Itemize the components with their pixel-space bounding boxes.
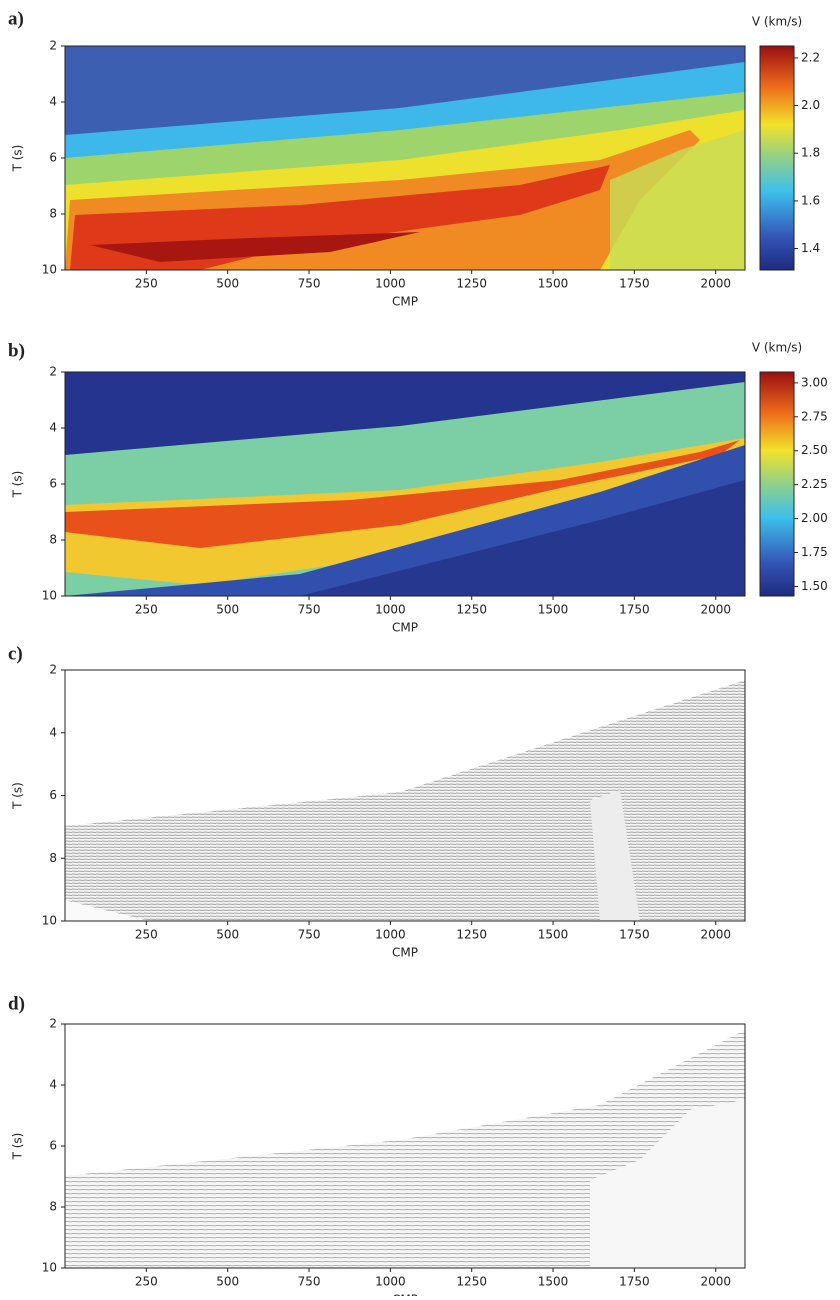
x-tick-label: 750 (298, 928, 321, 942)
x-tick-label: 1250 (456, 603, 487, 617)
colorbar-tick-label: 2.25 (801, 477, 828, 491)
y-tick-label: 8 (49, 1200, 57, 1214)
y-axis-label: T (s) (11, 1133, 25, 1161)
y-tick-label: 6 (49, 788, 57, 802)
colorbar (759, 371, 795, 597)
x-tick-label: 1750 (619, 603, 650, 617)
x-tick-label: 1500 (538, 603, 569, 617)
y-tick-label: 8 (49, 533, 57, 547)
x-tick-label: 500 (216, 277, 239, 291)
colorbar-tick-label: 3.00 (801, 375, 828, 389)
x-tick-label: 750 (298, 277, 321, 291)
colorbar (759, 45, 795, 271)
x-tick-label: 750 (298, 603, 321, 617)
velocity-image (65, 372, 745, 596)
y-tick-label: 10 (42, 263, 57, 277)
colorbar-tick-label: 2.50 (801, 443, 828, 457)
x-tick-label: 1000 (375, 603, 406, 617)
x-tick-label: 1500 (538, 277, 569, 291)
y-tick-label: 6 (49, 1139, 57, 1153)
x-tick-label: 250 (135, 928, 158, 942)
x-axis-label: CMP (392, 295, 418, 309)
panel-label: b) (8, 340, 25, 361)
y-tick-label: 4 (49, 725, 57, 739)
colorbar-tick-label: 1.4 (801, 241, 820, 255)
colorbar-tick-label: 2.75 (801, 409, 828, 423)
x-tick-label: 500 (216, 928, 239, 942)
y-tick-label: 4 (49, 1078, 57, 1092)
x-axis-label: CMP (392, 621, 418, 635)
y-tick-label: 2 (49, 663, 57, 677)
colorbar-tick-label: 1.6 (801, 193, 820, 207)
colorbar-tick-label: 1.75 (801, 545, 828, 559)
x-tick-label: 2000 (700, 277, 731, 291)
y-tick-label: 2 (49, 1017, 57, 1031)
y-axis-label: T (s) (11, 782, 25, 810)
y-tick-label: 10 (42, 589, 57, 603)
y-tick-label: 6 (49, 151, 57, 165)
y-tick-label: 8 (49, 207, 57, 221)
x-axis-label: CMP (392, 1293, 418, 1297)
x-tick-label: 250 (135, 603, 158, 617)
y-tick-label: 4 (49, 421, 57, 435)
x-tick-label: 750 (298, 1275, 321, 1289)
x-tick-label: 1500 (538, 1275, 569, 1289)
colorbar-tick-label: 2.2 (801, 50, 820, 64)
panel-label: d) (8, 993, 25, 1014)
x-tick-label: 1750 (619, 277, 650, 291)
y-tick-label: 10 (42, 1261, 57, 1275)
x-tick-label: 1250 (456, 277, 487, 291)
x-tick-label: 1250 (456, 1275, 487, 1289)
x-tick-label: 250 (135, 277, 158, 291)
x-tick-label: 2000 (700, 1275, 731, 1289)
x-tick-label: 2000 (700, 603, 731, 617)
y-tick-label: 8 (49, 851, 57, 865)
velocity-image (65, 46, 745, 270)
y-axis-label: T (s) (11, 471, 25, 499)
x-tick-label: 250 (135, 1275, 158, 1289)
panel-label: a) (8, 8, 24, 29)
x-tick-label: 1000 (375, 277, 406, 291)
y-tick-label: 10 (42, 914, 57, 928)
x-tick-label: 500 (216, 603, 239, 617)
y-tick-label: 2 (49, 39, 57, 53)
x-tick-label: 500 (216, 1275, 239, 1289)
x-tick-label: 2000 (700, 928, 731, 942)
colorbar-tick-label: 1.50 (801, 579, 828, 593)
y-tick-label: 6 (49, 477, 57, 491)
x-tick-label: 1750 (619, 928, 650, 942)
x-tick-label: 1000 (375, 1275, 406, 1289)
x-tick-label: 1250 (456, 928, 487, 942)
x-tick-label: 1500 (538, 928, 569, 942)
x-tick-label: 1750 (619, 1275, 650, 1289)
panel-label: c) (8, 643, 23, 664)
x-tick-label: 1000 (375, 928, 406, 942)
colorbar-tick-label: 2.00 (801, 511, 828, 525)
seismic-image (65, 1024, 745, 1268)
seismic-image (65, 670, 745, 921)
x-axis-label: CMP (392, 946, 418, 960)
colorbar-tick-label: 1.8 (801, 146, 820, 160)
colorbar-label: V (km/s) (752, 341, 802, 355)
colorbar-tick-label: 2.0 (801, 98, 820, 112)
y-tick-label: 4 (49, 95, 57, 109)
y-axis-label: T (s) (11, 145, 25, 173)
colorbar-label: V (km/s) (752, 15, 802, 29)
y-tick-label: 2 (49, 365, 57, 379)
